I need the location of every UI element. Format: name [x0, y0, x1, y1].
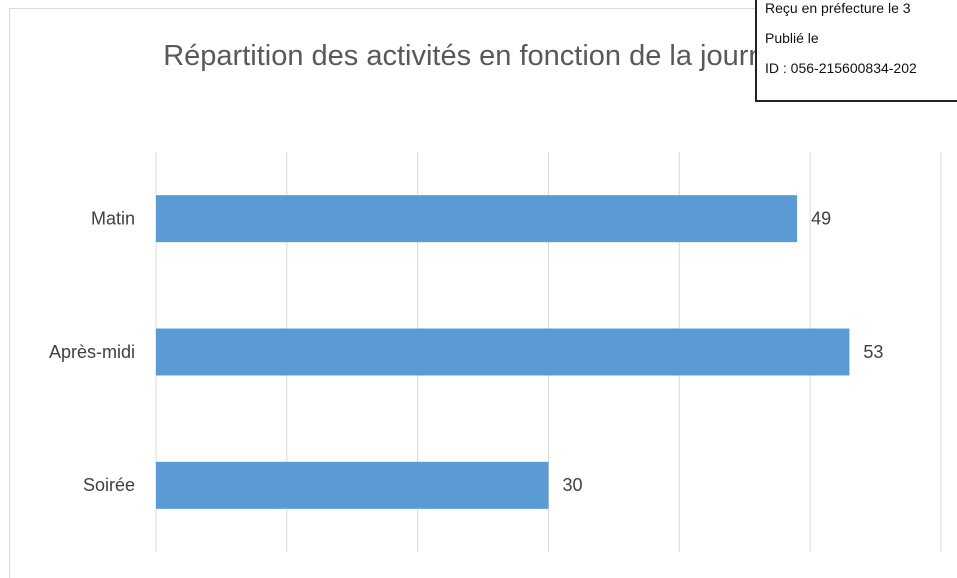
y-tick-label: Matin [91, 208, 135, 228]
value-label: 49 [811, 208, 831, 228]
chart-frame [9, 8, 957, 578]
stamp-line: Publié le [765, 30, 819, 46]
bar [156, 461, 549, 509]
chart-title: Répartition des activités en fonction de… [163, 40, 797, 72]
bar [156, 195, 798, 243]
bar [156, 328, 850, 376]
stamp: Reçu en préfecture le 3 Publié le ID : 0… [755, 0, 957, 102]
value-label: 30 [563, 475, 583, 495]
stamp-line: ID : 056-215600834-202 [765, 60, 917, 76]
value-label: 53 [863, 342, 883, 362]
stamp-line: Reçu en préfecture le 3 [765, 0, 911, 16]
y-tick-label: Après-midi [49, 342, 135, 362]
y-tick-label: Soirée [83, 475, 135, 495]
